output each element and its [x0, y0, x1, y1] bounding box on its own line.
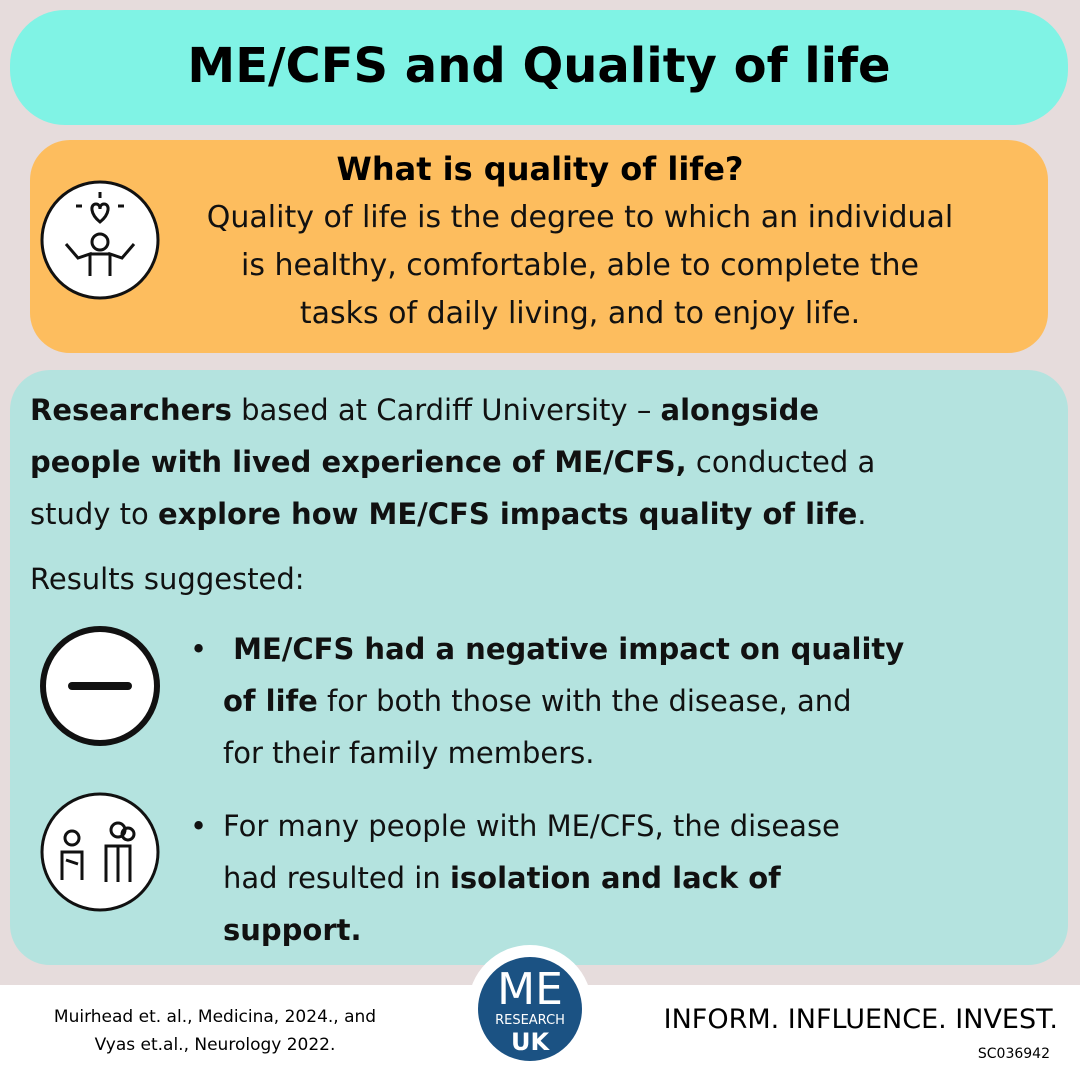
bullet-line: ME/CFS had a negative impact on quality: [223, 632, 904, 666]
bullet-dot: •: [190, 632, 208, 666]
wellbeing-icon: [40, 180, 160, 300]
title: ME/CFS and Quality of life: [187, 38, 891, 94]
study-line: study to explore how ME/CFS impacts qual…: [30, 497, 866, 531]
bold-text: support.: [223, 913, 362, 947]
definition-line: tasks of daily living, and to enjoy life…: [299, 296, 861, 331]
text: for both those with the disease, and: [317, 684, 852, 718]
bullet-line: For many people with ME/CFS, the disease: [223, 809, 840, 843]
text: based at Cardiff University –: [231, 393, 661, 427]
bold-text: of life: [223, 684, 318, 718]
citation-line: Vyas et.al., Neurology 2022.: [94, 1035, 336, 1055]
bullet-line: support.: [223, 913, 362, 947]
bullet-line: for their family members.: [223, 736, 594, 770]
definition-line: is healthy, comfortable, able to complet…: [241, 248, 919, 283]
isolation-icon: [40, 792, 160, 912]
logo-me: ME: [497, 964, 563, 1015]
bold-text: explore how ME/CFS impacts quality of li…: [157, 497, 858, 531]
title-banner: [10, 10, 1068, 125]
study-line: people with lived experience of ME/CFS, …: [30, 445, 875, 479]
charity-number: SC036942: [977, 1046, 1050, 1062]
text: had resulted in: [223, 861, 450, 895]
study-line: Researchers based at Cardiff University …: [30, 393, 819, 427]
text: for their family members.: [223, 736, 595, 770]
definition-box: [30, 140, 1048, 353]
text: study to: [30, 497, 158, 531]
bold-text: Researchers: [30, 393, 232, 427]
bullet-line: had resulted in isolation and lack of: [223, 861, 781, 895]
text: For many people with ME/CFS, the disease: [223, 809, 840, 843]
bullet-line: of life for both those with the disease,…: [223, 684, 852, 718]
citation-line: Muirhead et. al., Medicina, 2024., and: [53, 1007, 377, 1027]
results-label: Results suggested:: [30, 562, 305, 596]
study-box: [10, 370, 1068, 965]
bullet-dot: •: [190, 809, 208, 843]
bold-text: people with lived experience of ME/CFS,: [30, 445, 687, 479]
logo-uk: UK: [510, 1028, 550, 1056]
logo-research: RESEARCH: [495, 1013, 565, 1028]
text: .: [857, 497, 867, 531]
definition-line: Quality of life is the degree to which a…: [206, 200, 954, 235]
citation: Muirhead et. al., Medicina, 2024., and V…: [10, 1003, 420, 1059]
bold-text: ME/CFS had a negative impact on quality: [223, 632, 905, 666]
definition-heading: What is quality of life?: [336, 150, 744, 188]
bold-text: alongside: [660, 393, 819, 427]
logo-disc: ME RESEARCH UK: [478, 957, 582, 1061]
negative-icon: [40, 626, 160, 746]
logo: ME RESEARCH UK: [468, 945, 592, 1069]
tagline: INFORM. INFLUENCE. INVEST.: [663, 1004, 1058, 1035]
bold-text: isolation and lack of: [449, 861, 781, 895]
text: conducted a: [686, 445, 876, 479]
